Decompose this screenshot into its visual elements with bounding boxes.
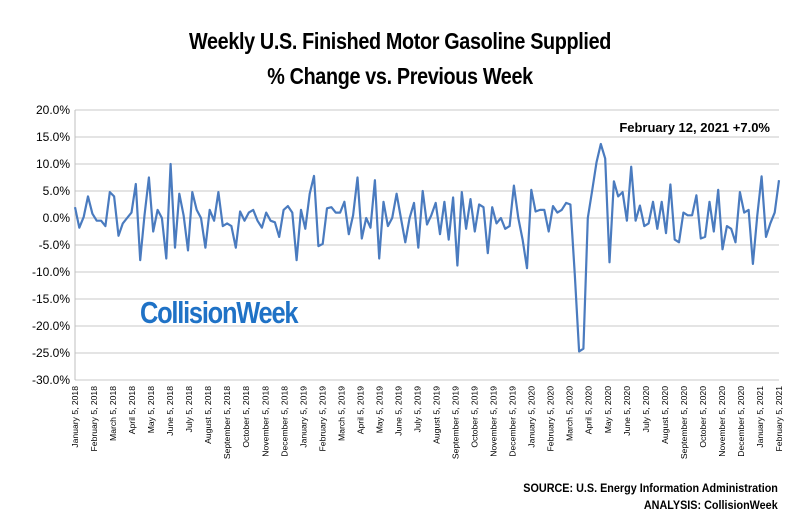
x-tick-label: August 5, 2018 xyxy=(203,386,213,444)
y-tick-label: 15.0% xyxy=(36,130,70,144)
x-tick-label: May 5, 2019 xyxy=(374,386,384,434)
x-tick-label: June 5, 2018 xyxy=(165,386,175,436)
x-tick-label: October 5, 2018 xyxy=(241,386,251,448)
x-tick-label: November 5, 2019 xyxy=(489,386,499,457)
x-tick-label: September 5, 2020 xyxy=(679,386,689,459)
y-tick-label: 5.0% xyxy=(43,184,71,198)
x-tick-label: September 5, 2018 xyxy=(222,386,232,459)
x-tick-label: October 5, 2019 xyxy=(470,386,480,448)
x-tick-label: July 5, 2018 xyxy=(184,386,194,433)
y-tick-label: -15.0% xyxy=(32,292,70,306)
source-note: SOURCE: U.S. Energy Information Administ… xyxy=(523,481,778,495)
x-tick-label: January 5, 2018 xyxy=(70,386,80,448)
y-tick-label: -10.0% xyxy=(32,265,70,279)
y-tick-label: -30.0% xyxy=(32,373,70,387)
x-tick-label: February 5, 2021 xyxy=(774,386,784,452)
y-tick-label: 10.0% xyxy=(36,157,70,171)
x-tick-label: April 5, 2018 xyxy=(127,386,137,434)
x-tick-label: April 5, 2019 xyxy=(355,386,365,434)
x-tick-label: June 5, 2020 xyxy=(622,386,632,436)
x-tick-label: May 5, 2018 xyxy=(146,386,156,434)
x-tick-label: March 5, 2019 xyxy=(336,386,346,441)
x-tick-label: January 5, 2019 xyxy=(298,386,308,448)
x-tick-label: March 5, 2020 xyxy=(565,386,575,441)
x-tick-label: October 5, 2020 xyxy=(698,386,708,448)
x-tick-label: December 5, 2019 xyxy=(508,386,518,457)
x-tick-label: January 5, 2021 xyxy=(755,386,765,448)
y-tick-label: -20.0% xyxy=(32,319,70,333)
y-tick-label: 20.0% xyxy=(36,103,70,117)
x-tick-label: July 5, 2020 xyxy=(641,386,651,433)
collisionweek-logo: CollisionWeek xyxy=(140,295,299,330)
x-tick-label: May 5, 2020 xyxy=(603,386,613,434)
x-tick-label: February 5, 2020 xyxy=(546,386,556,452)
x-tick-label: June 5, 2019 xyxy=(393,386,403,436)
x-tick-label: February 5, 2019 xyxy=(317,386,327,452)
x-tick-label: December 5, 2018 xyxy=(279,386,289,457)
series-line xyxy=(73,142,781,353)
y-tick-label: -5.0% xyxy=(39,238,71,252)
chart-title: Weekly U.S. Finished Motor Gasoline Supp… xyxy=(189,28,611,54)
x-tick-label: November 5, 2018 xyxy=(260,386,270,457)
x-tick-label: April 5, 2020 xyxy=(584,386,594,434)
x-tick-label: March 5, 2018 xyxy=(108,386,118,441)
annotation-label: February 12, 2021 +7.0% xyxy=(619,120,770,135)
x-tick-label: August 5, 2019 xyxy=(432,386,442,444)
x-tick-label: December 5, 2020 xyxy=(736,386,746,457)
analysis-note: ANALYSIS: CollisionWeek xyxy=(644,498,778,512)
x-tick-label: September 5, 2019 xyxy=(451,386,461,459)
x-tick-label: November 5, 2020 xyxy=(717,386,727,457)
x-tick-label: January 5, 2020 xyxy=(527,386,537,448)
x-tick-label: July 5, 2019 xyxy=(412,386,422,433)
chart-subtitle: % Change vs. Previous Week xyxy=(267,63,533,89)
x-tick-label: August 5, 2020 xyxy=(660,386,670,444)
y-tick-label: 0.0% xyxy=(43,211,71,225)
x-tick-label: February 5, 2018 xyxy=(89,386,99,452)
y-tick-label: -25.0% xyxy=(32,346,70,360)
